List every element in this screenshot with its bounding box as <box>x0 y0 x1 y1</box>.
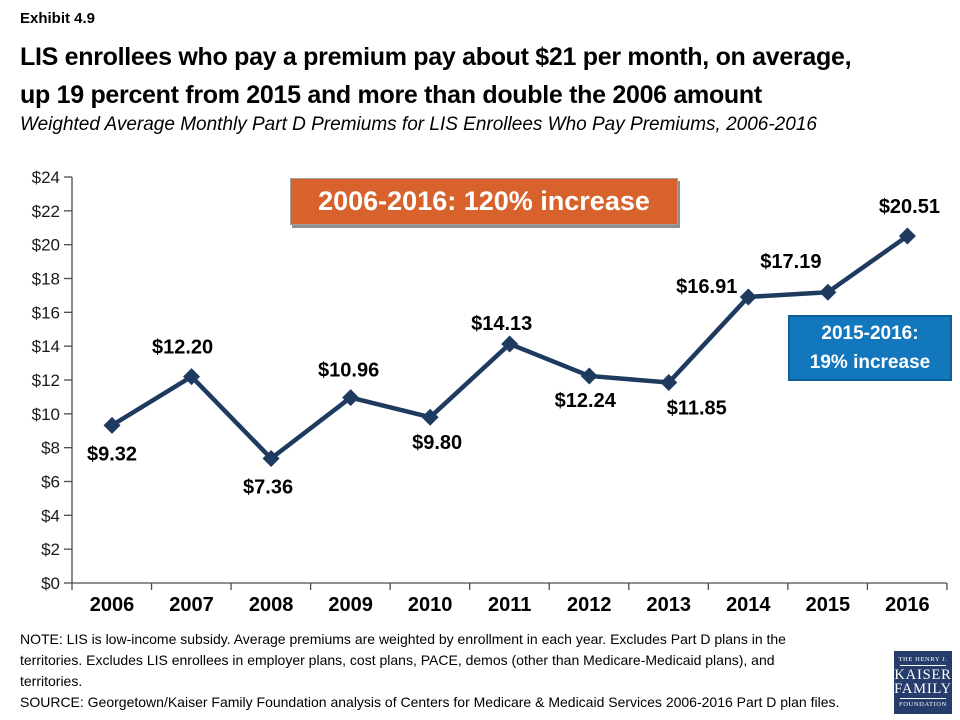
data-point-marker <box>580 367 598 385</box>
callout-2015-2016-increase: 2015-2016: 19% increase <box>788 315 952 381</box>
logo-rule-bottom <box>900 698 946 699</box>
y-tick-label: $8 <box>41 439 60 458</box>
data-point-label: $7.36 <box>243 476 293 498</box>
data-point-marker <box>183 368 201 386</box>
callout-2015-2016-text-line-1: 2015-2016: <box>821 323 919 344</box>
note-line-1: NOTE: LIS is low-income subsidy. Average… <box>20 631 786 647</box>
x-tick-label: 2008 <box>249 594 294 616</box>
data-point-marker <box>103 416 121 434</box>
note-line-2: territories. Excludes LIS enrollees in e… <box>20 652 775 668</box>
exhibit-label: Exhibit 4.9 <box>20 10 96 27</box>
x-tick-label: 2010 <box>408 594 453 616</box>
data-point-label: $17.19 <box>760 251 821 273</box>
y-tick-label: $2 <box>41 540 60 559</box>
data-point-label: $16.91 <box>676 276 737 298</box>
x-tick-label: 2012 <box>567 594 612 616</box>
source-line: SOURCE: Georgetown/Kaiser Family Foundat… <box>20 694 840 710</box>
x-tick-label: 2007 <box>169 594 214 616</box>
logo-line-family: FAMILY <box>894 681 952 697</box>
y-tick-label: $24 <box>32 168 60 187</box>
data-point-label: $10.96 <box>318 360 379 382</box>
data-point-marker <box>342 389 360 407</box>
callout-2006-2016-increase: 2006-2016: 120% increase <box>290 178 678 225</box>
premium-line-chart: $0 $2 $4 $6 $8 $10 $12 $14 $16 $18 $20 $22 $24 2006 20… <box>32 168 948 616</box>
y-tick-label: $14 <box>32 337 60 356</box>
y-tick-label: $4 <box>41 506 60 525</box>
callout-2015-2016-text-line-2: 19% increase <box>809 352 931 373</box>
kaiser-family-foundation-logo: THE HENRY J. KAISER FAMILY FOUNDATION <box>894 651 952 714</box>
logo-line-the-henry-j: THE HENRY J. <box>898 656 948 663</box>
data-point-label: $20.51 <box>879 196 940 218</box>
data-point-marker <box>898 227 916 245</box>
logo-line-kaiser: KAISER <box>894 667 952 683</box>
y-tick-label: $10 <box>32 405 60 424</box>
logo-line-foundation: FOUNDATION <box>899 701 947 708</box>
data-point-label: $9.80 <box>412 432 462 454</box>
data-point-label: $11.85 <box>667 398 727 420</box>
data-point-marker <box>739 288 757 306</box>
x-tick-label: 2013 <box>647 594 692 616</box>
logo-rule-top <box>900 665 946 666</box>
y-tick-label: $16 <box>32 303 60 322</box>
data-point-marker <box>819 283 837 301</box>
footer-notes: NOTE: LIS is low-income subsidy. Average… <box>20 629 880 713</box>
data-point-marker <box>421 408 439 426</box>
y-tick-label: $12 <box>32 371 60 390</box>
x-tick-label: 2015 <box>806 594 851 616</box>
y-tick-label: $18 <box>32 270 60 289</box>
data-point-label: $12.24 <box>555 390 617 412</box>
callout-2006-2016-text: 2006-2016: 120% increase <box>318 186 650 216</box>
page-title: LIS enrollees who pay a premium pay abou… <box>20 38 950 114</box>
page-title-line-1: LIS enrollees who pay a premium pay abou… <box>20 43 852 71</box>
x-tick-label: 2009 <box>328 594 373 616</box>
x-tick-label: 2016 <box>885 594 930 616</box>
y-tick-label: $6 <box>41 473 60 492</box>
x-tick-label: 2014 <box>726 594 771 616</box>
page-title-line-2: up 19 percent from 2015 and more than do… <box>20 81 762 109</box>
chart-subtitle: Weighted Average Monthly Part D Premiums… <box>20 114 817 135</box>
y-tick-label: $20 <box>32 236 60 255</box>
data-point-marker <box>262 449 280 467</box>
y-tick-label: $0 <box>41 574 60 593</box>
data-point-marker <box>660 374 678 392</box>
y-tick-label: $22 <box>32 202 60 221</box>
data-point-marker <box>501 335 519 353</box>
note-line-3: territories. <box>20 673 83 689</box>
data-point-label: $14.13 <box>471 313 532 335</box>
x-tick-label: 2006 <box>90 594 135 616</box>
data-point-label: $9.32 <box>87 443 137 465</box>
data-point-label: $12.20 <box>152 337 213 359</box>
x-tick-label: 2011 <box>488 594 531 616</box>
